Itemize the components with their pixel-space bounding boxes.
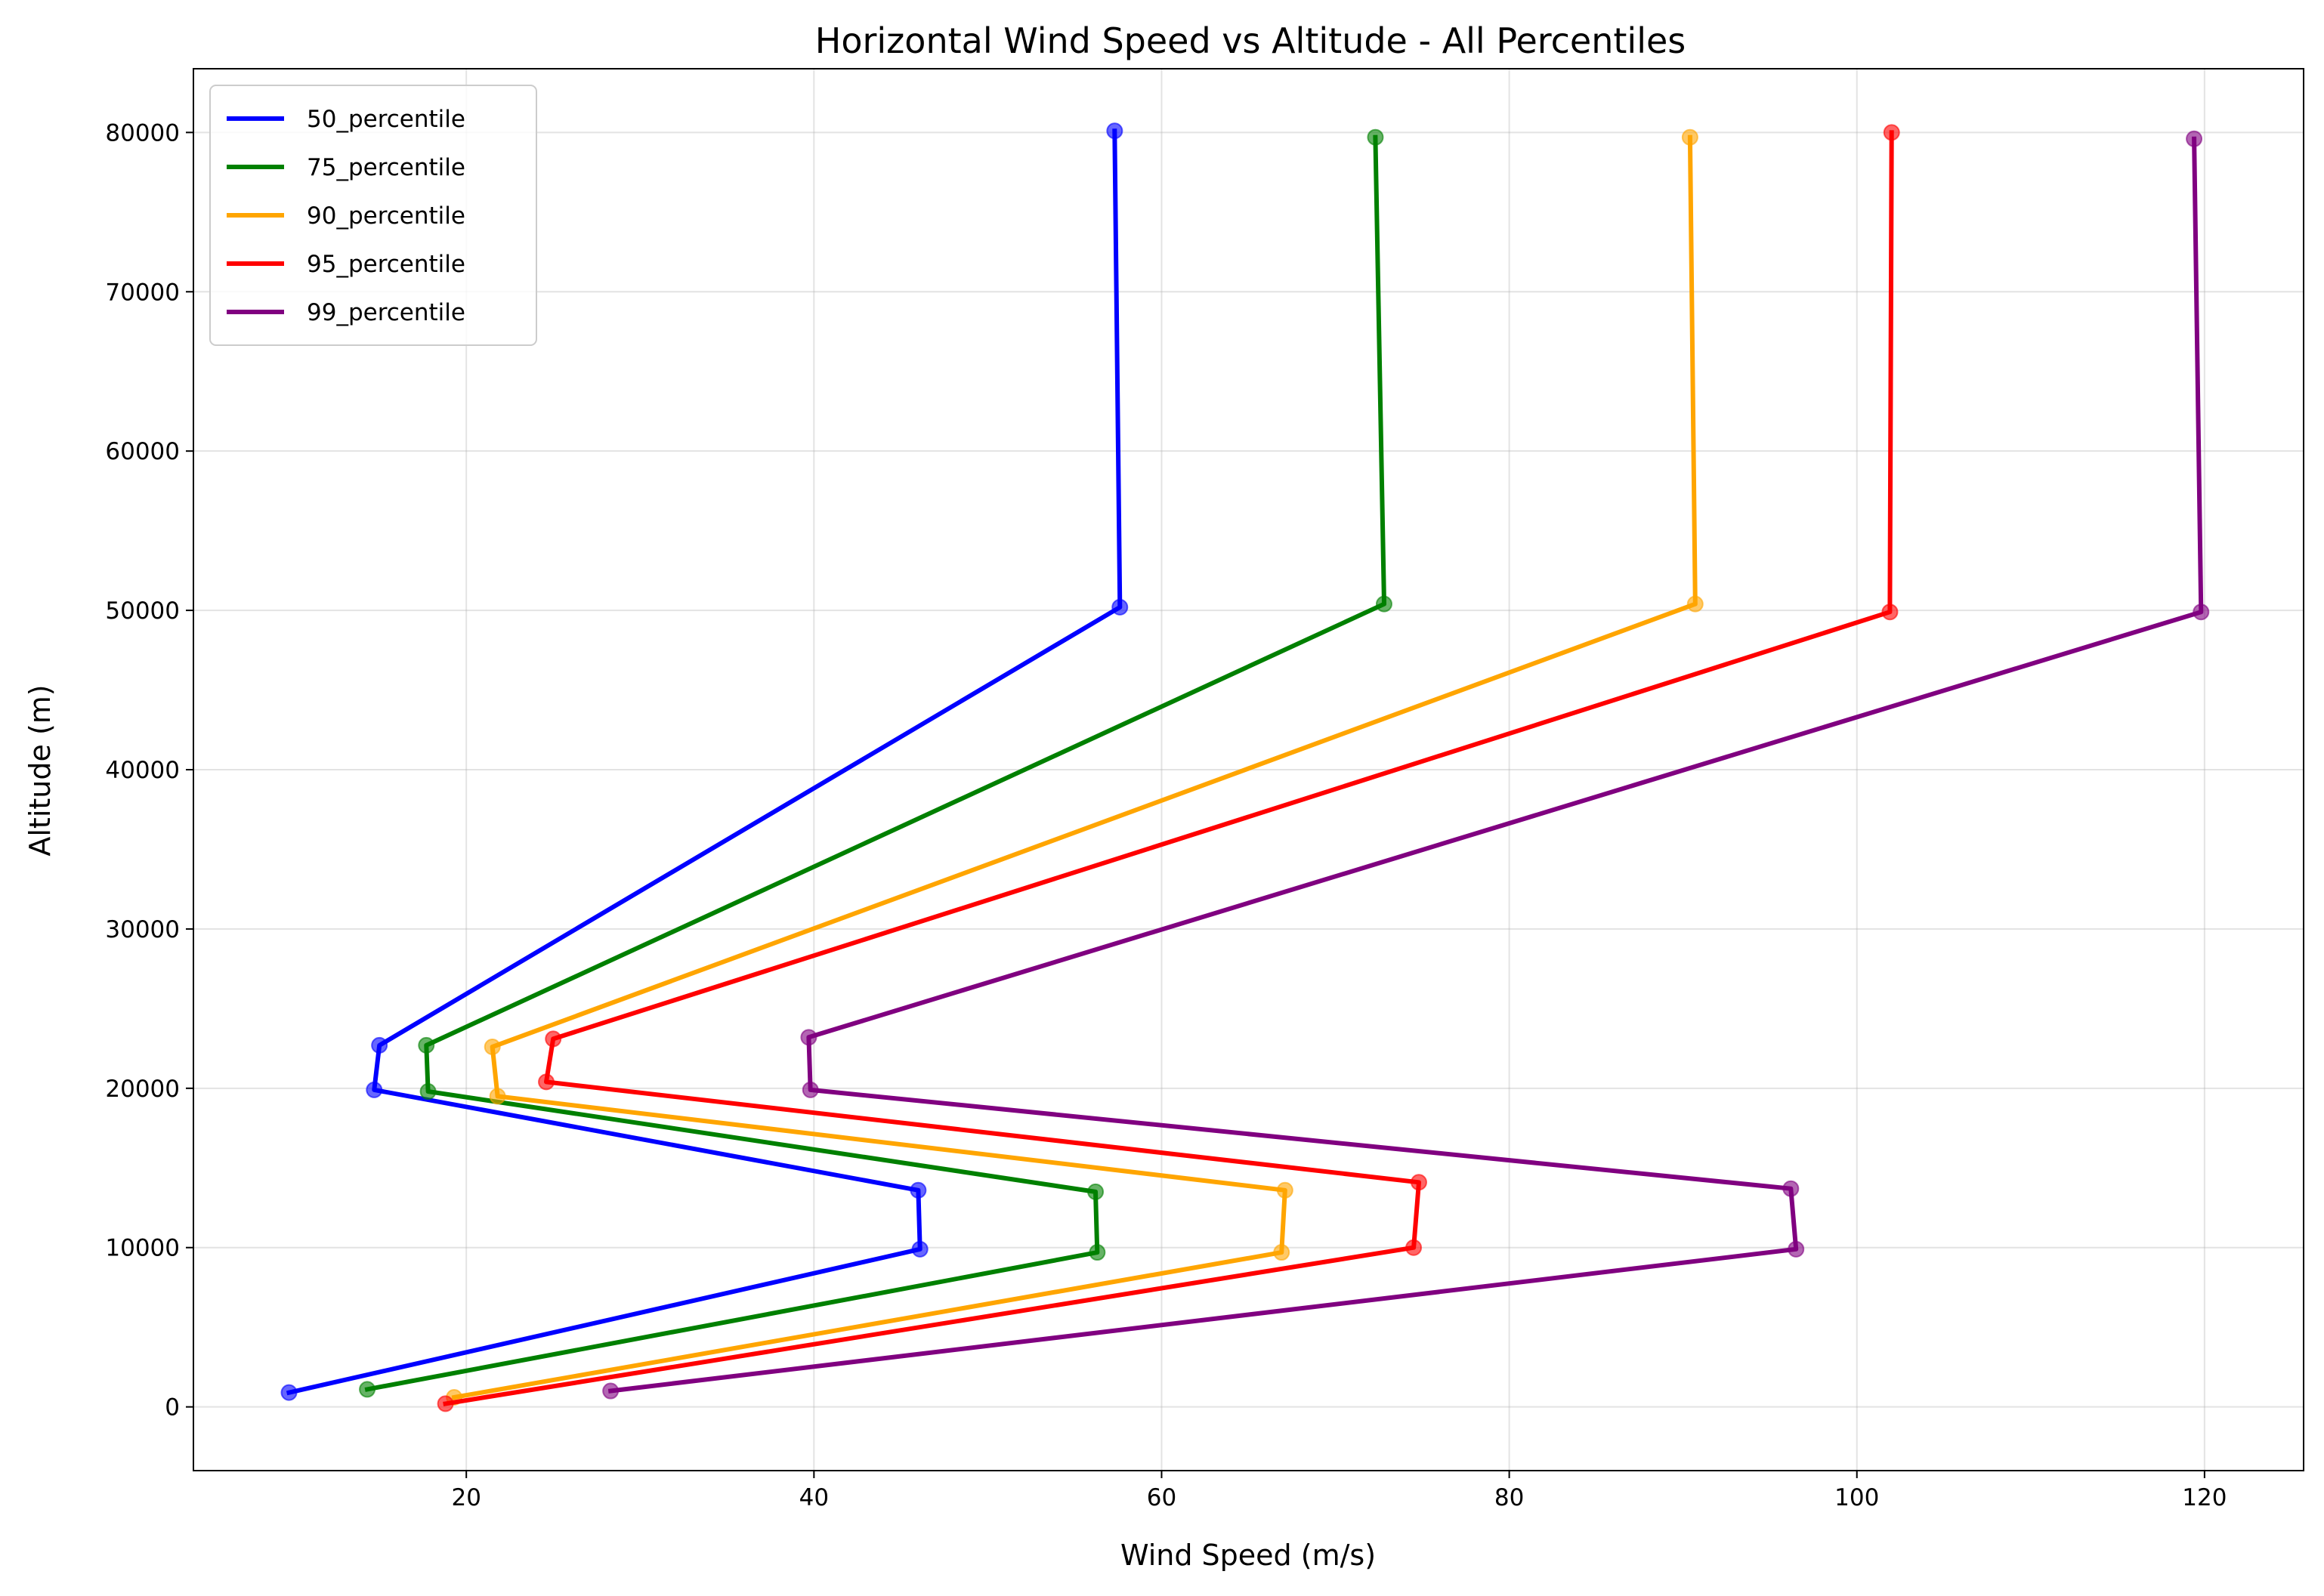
series-75_percentile bbox=[359, 128, 1392, 1398]
data-point bbox=[2186, 130, 2203, 147]
data-point bbox=[538, 1073, 555, 1091]
series-50_percentile bbox=[280, 122, 1129, 1401]
series-99_percentile bbox=[602, 130, 2210, 1400]
y-tick-label: 0 bbox=[165, 1394, 180, 1422]
data-point bbox=[1410, 1174, 1427, 1191]
data-point bbox=[280, 1384, 298, 1401]
legend-label: 90_percentile bbox=[307, 202, 465, 230]
y-tick-label: 20000 bbox=[105, 1076, 180, 1103]
data-point bbox=[419, 1083, 437, 1101]
data-point bbox=[1375, 595, 1392, 613]
y-tick-label: 80000 bbox=[105, 119, 180, 147]
y-tick-label: 60000 bbox=[105, 438, 180, 465]
ticks: 20 40 60 80 100 120 0 10000 20000 30000 40000 50000… bbox=[105, 119, 2227, 1511]
legend-frame bbox=[209, 85, 537, 346]
x-tick-label: 60 bbox=[1147, 1484, 1176, 1511]
y-tick-label: 10000 bbox=[105, 1235, 180, 1262]
data-point bbox=[359, 1381, 376, 1398]
data-point bbox=[371, 1036, 388, 1054]
x-axis-title: Wind Speed (m/s) bbox=[1120, 1539, 1376, 1572]
data-point bbox=[1276, 1181, 1293, 1199]
data-point bbox=[418, 1036, 435, 1054]
data-point bbox=[800, 1029, 817, 1046]
data-point bbox=[802, 1081, 819, 1098]
data-point bbox=[2193, 604, 2210, 621]
data-point bbox=[1883, 124, 1900, 141]
data-point bbox=[1788, 1240, 1805, 1258]
data-point bbox=[1686, 595, 1704, 613]
chart-title: Horizontal Wind Speed vs Altitude - All … bbox=[815, 20, 1686, 61]
y-tick-label: 30000 bbox=[105, 916, 180, 943]
data-point bbox=[1087, 1183, 1105, 1200]
data-point bbox=[366, 1081, 383, 1098]
y-tick-label: 40000 bbox=[105, 757, 180, 784]
data-point bbox=[1089, 1244, 1106, 1261]
data-point bbox=[1405, 1239, 1423, 1256]
legend-label: 95_percentile bbox=[307, 251, 465, 278]
data-point bbox=[437, 1395, 454, 1412]
y-axis-title: Altitude (m) bbox=[23, 684, 57, 856]
data-point bbox=[1782, 1180, 1800, 1197]
x-tick-label: 80 bbox=[1494, 1484, 1524, 1511]
data-point bbox=[1273, 1244, 1290, 1261]
legend-label: 99_percentile bbox=[307, 299, 465, 326]
series-95_percentile bbox=[437, 124, 1900, 1412]
x-tick-label: 20 bbox=[451, 1484, 481, 1511]
data-point bbox=[1106, 122, 1123, 140]
data-point bbox=[1881, 604, 1899, 621]
legend-label: 75_percentile bbox=[307, 154, 465, 181]
data-point bbox=[484, 1038, 501, 1055]
x-tick-label: 40 bbox=[799, 1484, 829, 1511]
x-tick-label: 120 bbox=[2182, 1484, 2227, 1511]
data-point bbox=[545, 1030, 562, 1048]
data-point bbox=[1367, 128, 1384, 146]
legend-label: 50_percentile bbox=[307, 106, 465, 133]
data-point bbox=[602, 1382, 620, 1400]
data-point bbox=[1681, 128, 1698, 146]
y-tick-label: 70000 bbox=[105, 279, 180, 306]
y-tick-label: 50000 bbox=[105, 597, 180, 625]
data-point bbox=[911, 1240, 929, 1258]
series-layer bbox=[280, 122, 2210, 1412]
data-point bbox=[489, 1088, 506, 1105]
legend: 50_percentile 75_percentile 90_percentile 9… bbox=[209, 85, 537, 346]
data-point bbox=[910, 1181, 927, 1199]
x-tick-label: 100 bbox=[1834, 1484, 1879, 1511]
data-point bbox=[1111, 598, 1129, 616]
